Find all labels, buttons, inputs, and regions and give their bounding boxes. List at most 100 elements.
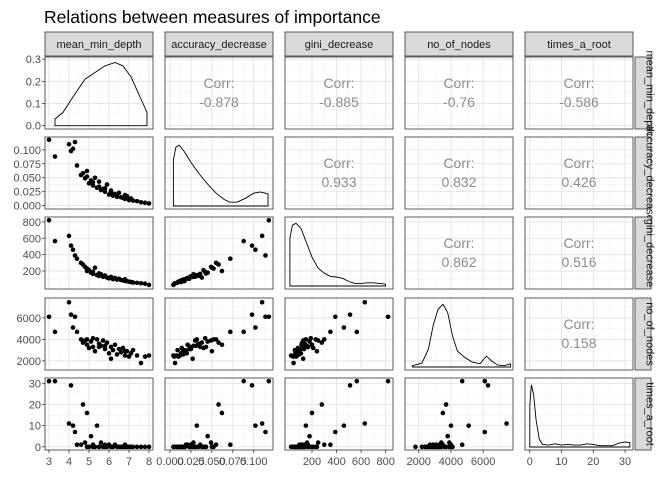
scatter-point (314, 348, 320, 354)
scatter-point (482, 378, 488, 384)
panel-background (525, 217, 633, 289)
panel-border (524, 216, 634, 290)
right-strip (634, 56, 652, 130)
scatter-point (199, 275, 205, 280)
scatter-point (219, 410, 225, 416)
panel-border (44, 136, 154, 210)
top-strip-label: gini_decrease (305, 39, 374, 51)
scatter-point (482, 429, 488, 435)
panel-r2-c4: Corr: 0.516 (524, 216, 634, 290)
scatter-point (341, 325, 347, 330)
right-strip-label: mean_min_depth (644, 50, 656, 135)
scatter-point (70, 423, 76, 428)
x-tick-label: 6000 (471, 456, 495, 468)
y-tick-label: 0.025 (13, 187, 41, 199)
corr-label: Corr: (563, 155, 594, 171)
y-tick-label: 0 (35, 442, 41, 454)
scatter-point (266, 217, 272, 223)
panel-border (404, 56, 514, 130)
scatter-point (228, 329, 233, 335)
scatter-point (110, 347, 116, 353)
top-strip (524, 31, 634, 57)
corr-value: 0.832 (441, 174, 476, 190)
scatter-point (216, 340, 221, 345)
scatter-point (385, 378, 391, 384)
y-tick-label: 0.2 (26, 76, 41, 88)
scatter-point (309, 410, 315, 416)
right-strip-label: accuracy_decrease (644, 125, 656, 220)
scatter-point (114, 352, 120, 357)
y-tick-label: 0.3 (26, 54, 41, 66)
density-curve (529, 384, 631, 448)
y-tick-label: 0.100 (13, 145, 41, 157)
panel-background (405, 298, 513, 370)
corr-label: Corr: (203, 75, 234, 91)
scatter-point (146, 282, 152, 288)
panel-background (165, 378, 273, 450)
panel-background (405, 378, 513, 450)
scatter-point (96, 179, 102, 184)
scatter-point (328, 329, 333, 335)
panel-background (285, 378, 393, 450)
panel-background (285, 217, 393, 289)
scatter-point (333, 429, 338, 435)
panel-r4-c4 (524, 377, 634, 451)
panel-background (285, 57, 393, 129)
scatter-point (102, 343, 108, 349)
scatter-point (96, 184, 102, 189)
scatter-point (138, 280, 144, 286)
corr-label: Corr: (563, 316, 594, 332)
x-tick-label: 10 (555, 456, 567, 468)
scatter-point (297, 442, 302, 448)
scatter-point (90, 183, 96, 188)
scatter-point (288, 444, 294, 450)
panel-border (284, 377, 394, 451)
scatter-point (84, 410, 90, 416)
scatter-point (52, 238, 58, 244)
scatter-point (172, 360, 178, 366)
scatter-point (96, 271, 102, 276)
scatter-point (80, 402, 86, 407)
density-curve (411, 303, 512, 368)
top-strip (44, 31, 154, 57)
scatter-point (70, 325, 76, 330)
corr-label: Corr: (563, 235, 594, 251)
panel-r1-c3: Corr: 0.832 (404, 136, 514, 210)
panel-background (525, 137, 633, 209)
scatter-point (171, 353, 176, 358)
scatter-point (249, 243, 255, 248)
scatter-point (92, 175, 98, 181)
scatter-point (146, 201, 152, 206)
panel-r1-c1 (164, 136, 274, 210)
scatter-point (263, 314, 268, 320)
x-tick-label: 7 (126, 456, 132, 468)
scatter-point (313, 444, 318, 450)
scatter-point (186, 346, 192, 352)
x-tick-label: 0.050 (198, 456, 226, 468)
panel-r4-c0 (44, 377, 154, 451)
panel-border (524, 377, 634, 451)
scatter-point (186, 444, 192, 450)
scatter-point (46, 137, 52, 143)
panel-background (525, 298, 633, 370)
scatter-point (122, 348, 128, 354)
scatter-point (90, 335, 96, 341)
scatter-point (74, 329, 80, 335)
scatter-point (321, 442, 327, 448)
x-tick-label: 400 (327, 456, 345, 468)
corr-label: Corr: (443, 235, 474, 251)
scatter-point (183, 277, 189, 282)
top-strip (164, 31, 274, 57)
panel-r3-c4: Corr: 0.158 (524, 297, 634, 371)
panel-border (44, 297, 154, 371)
scatter-point (219, 342, 225, 348)
scatter-point (146, 353, 152, 358)
x-tick-label: 4000 (439, 456, 463, 468)
x-tick-label: 0.000 (156, 456, 184, 468)
panel-background (165, 137, 273, 209)
scatter-point (263, 253, 268, 258)
panel-r4-c3 (404, 377, 514, 451)
scatter-point (84, 266, 90, 271)
panel-border (284, 297, 394, 371)
scatter-point (445, 433, 451, 439)
